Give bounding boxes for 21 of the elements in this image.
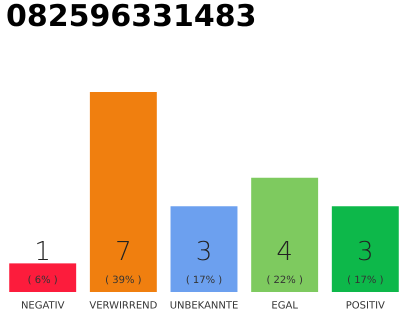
annotation: ( 39% ) <box>105 275 142 286</box>
bar <box>251 178 318 292</box>
annotation: ( 17% ) <box>347 275 384 286</box>
annotation: ( 17% ) <box>186 275 222 286</box>
x-tick-label: VERWIRREND <box>89 300 158 312</box>
chart-title: 082596331483 <box>6 0 256 34</box>
x-tick-label: POSITIV <box>346 300 386 312</box>
bar <box>9 263 76 292</box>
x-tick-label: UNBEKANNTE <box>170 300 238 312</box>
x-tick-label: NEGATIV <box>20 300 65 312</box>
bar <box>332 206 399 292</box>
bar <box>90 92 157 292</box>
x-tick-label: EGAL <box>271 300 298 312</box>
annotation: ( 6% ) <box>28 275 58 286</box>
annotation: ( 22% ) <box>266 275 303 286</box>
data-label: 3 <box>357 237 374 267</box>
data-label: 7 <box>115 237 132 267</box>
data-label: 1 <box>34 237 51 267</box>
data-label: 3 <box>196 237 212 267</box>
bar <box>170 206 238 292</box>
data-label: 4 <box>276 237 293 267</box>
